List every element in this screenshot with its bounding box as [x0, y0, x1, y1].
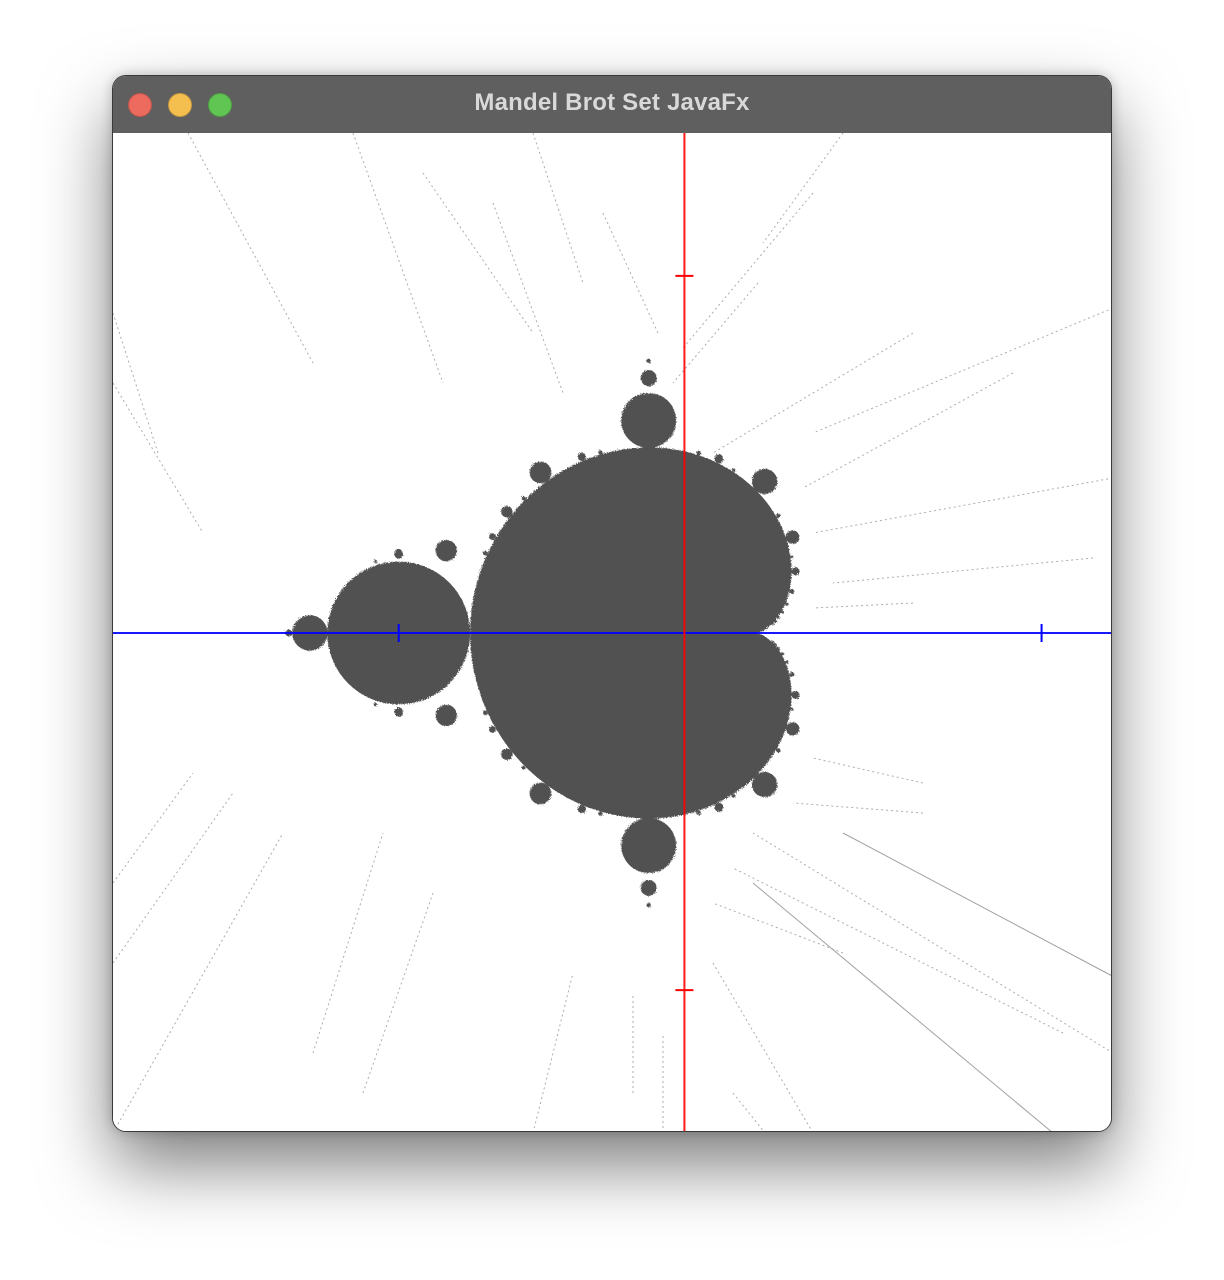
window-title: Mandel Brot Set JavaFx	[474, 89, 750, 116]
satellite-bulb	[501, 506, 513, 518]
satellite-bulb	[785, 722, 800, 736]
filament	[113, 312, 159, 454]
filament	[532, 972, 574, 1131]
filament	[712, 902, 844, 954]
satellite-bulb	[621, 818, 677, 874]
satellite-bulb	[777, 647, 781, 651]
satellite-bulb	[640, 879, 657, 896]
satellite-bulb	[598, 450, 603, 455]
satellite-bulb	[791, 567, 800, 576]
filament	[113, 792, 234, 964]
close-icon[interactable]	[128, 93, 152, 117]
satellite-bulb	[785, 660, 789, 664]
filament	[113, 382, 204, 534]
satellite-bulb	[577, 452, 586, 461]
filament	[792, 802, 924, 814]
satellite-bulbs	[285, 358, 800, 908]
filament	[812, 757, 924, 784]
minimize-icon[interactable]	[168, 93, 192, 117]
filament	[802, 372, 1014, 489]
satellite-bulb	[771, 640, 775, 644]
filament	[672, 282, 759, 384]
satellite-bulb	[777, 615, 781, 619]
zoom-icon[interactable]	[208, 93, 232, 117]
satellite-bulb	[780, 652, 784, 656]
satellite-bulb	[773, 619, 777, 623]
satellite-bulb	[790, 555, 794, 559]
satellite-bulb	[521, 765, 526, 770]
satellite-bulb	[780, 610, 784, 614]
satellite-bulb	[394, 550, 403, 559]
satellite-bulb	[751, 771, 778, 798]
filament	[762, 133, 844, 244]
satellite-bulb	[790, 707, 794, 711]
filament	[712, 962, 813, 1131]
filament	[352, 133, 444, 384]
satellite-bulb	[435, 539, 457, 562]
satellite-bulb	[489, 726, 496, 733]
filament	[732, 1092, 765, 1131]
satellite-bulb	[373, 702, 378, 707]
filament	[682, 192, 814, 349]
filament	[602, 212, 659, 334]
real-axis-ticks	[397, 624, 1043, 642]
filament	[812, 602, 914, 609]
satellite-bulb	[785, 602, 789, 606]
filament	[113, 832, 284, 1131]
satellite-bulb	[577, 805, 586, 814]
satellite-bulb	[435, 704, 457, 727]
satellite-bulb	[501, 748, 513, 760]
satellite-bulb	[394, 707, 403, 716]
satellite-bulb	[482, 550, 488, 556]
satellite-bulb	[771, 622, 775, 626]
satellite-bulb	[598, 811, 603, 816]
satellite-bulb	[521, 496, 526, 501]
satellite-bulb	[482, 710, 488, 716]
satellite-bulb	[731, 468, 736, 472]
fractal-plot	[113, 133, 1111, 1131]
satellite-bulb	[489, 533, 496, 540]
filament	[113, 772, 194, 884]
satellite-bulb	[785, 530, 800, 544]
filament	[812, 308, 1111, 434]
filament	[362, 892, 434, 1094]
filament	[752, 882, 1052, 1131]
filament	[422, 172, 534, 334]
satellite-bulb	[789, 671, 795, 678]
satellite-bulb	[646, 358, 652, 364]
satellite-bulb	[789, 588, 795, 595]
satellite-bulb	[373, 559, 378, 564]
filament	[842, 832, 1111, 976]
satellite-bulb	[714, 454, 724, 464]
filament	[532, 133, 584, 284]
satellite-bulb	[696, 810, 702, 816]
filament	[812, 477, 1111, 534]
satellite-bulb	[791, 690, 800, 699]
app-window: Mandel Brot Set JavaFx	[112, 75, 1112, 1132]
imaginary-axis-ticks	[675, 274, 694, 992]
filament	[832, 557, 1094, 584]
filament	[752, 832, 1111, 1053]
satellite-bulb	[696, 450, 702, 456]
satellite-bulb	[529, 782, 552, 805]
satellite-bulb	[773, 643, 777, 647]
satellite-bulb	[776, 748, 781, 753]
filament	[312, 832, 384, 1054]
satellite-bulb	[751, 468, 778, 495]
satellite-bulb	[640, 370, 657, 387]
satellite-bulb	[731, 794, 736, 798]
filament	[492, 202, 564, 394]
filament	[712, 332, 914, 454]
filament	[187, 133, 314, 364]
filament	[732, 867, 1064, 1034]
title-bar[interactable]: Mandel Brot Set JavaFx	[113, 76, 1111, 134]
satellite-bulb	[646, 902, 652, 908]
satellite-bulb	[529, 461, 552, 484]
mandelbrot-canvas[interactable]	[113, 133, 1111, 1131]
satellite-bulb	[714, 802, 724, 812]
filaments	[113, 133, 1111, 1131]
satellite-bulb	[621, 392, 677, 448]
satellite-bulb	[776, 513, 781, 518]
